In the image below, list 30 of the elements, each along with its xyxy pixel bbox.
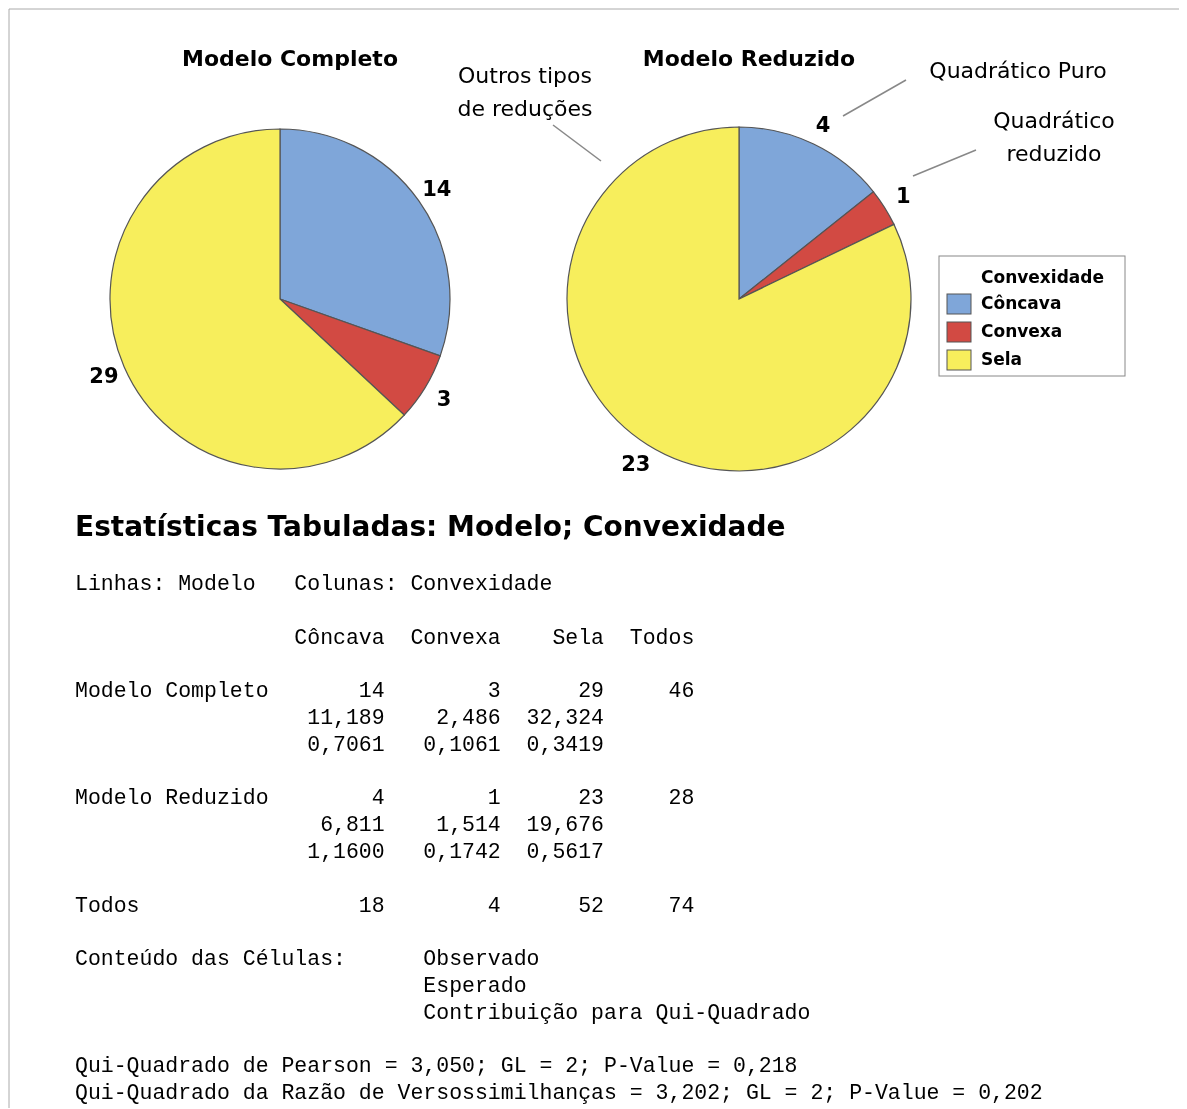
data-label: 3 (436, 387, 452, 412)
text: Modelo Reduzido 4 1 23 28 (75, 786, 695, 811)
text: Esperado (75, 974, 527, 998)
text: Qui-Quadrado da Razão de Versossimilhanças = 3,202; GL = 2; P-Value = 0,202 (75, 1081, 1043, 1106)
text: Linhas: Modelo Colunas: Convexidade (75, 572, 553, 596)
text: Qui-Quadrado de Pearson = 3,050; GL = 2; P-Value = 0,218 (75, 1054, 798, 1079)
text: Estatísticas Tabuladas: Modelo; Convexidade (75, 510, 786, 543)
text: 11,189 2,486 32,324 (75, 706, 604, 730)
text: Quadrático reduzido (993, 108, 1115, 166)
text: 0,7061 0,1061 0,3419 (75, 732, 604, 757)
text: Contribuição para Qui-Quadrado (75, 1000, 811, 1025)
text: Outros tipos de reduções (457, 63, 593, 121)
data-label: 23 (621, 451, 651, 476)
text: Conteúdo das Células: Observado (75, 947, 540, 972)
chart-title: Modelo Completo (181, 46, 399, 71)
text: 1,1600 0,1742 0,5617 (75, 840, 604, 864)
data-label: 1 (895, 184, 911, 209)
data-label: 14 (422, 176, 452, 201)
text: 6,811 1,514 19,676 (75, 813, 604, 838)
text: Todos 18 4 52 74 (75, 893, 695, 918)
chart-title: Modelo Reduzido (642, 46, 856, 71)
legend-label: Sela (981, 349, 1023, 369)
data-label: 29 (89, 363, 119, 388)
text: Côncava Convexa Sela Todos (75, 625, 695, 650)
data-label: 4 (815, 112, 831, 137)
legend-label: Convexa (981, 321, 1063, 341)
text: Modelo Completo 14 3 29 46 (75, 679, 695, 704)
legend-title: Convexidade (981, 267, 1105, 287)
text: Quadrático Puro (929, 58, 1107, 83)
legend-label: Côncava (981, 293, 1062, 313)
